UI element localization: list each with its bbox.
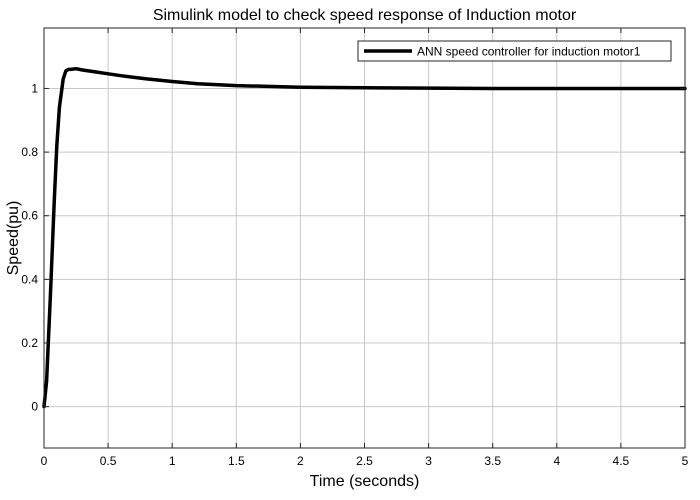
x-tick-label: 5	[682, 454, 689, 468]
y-tick-label: 0.6	[21, 209, 38, 223]
y-tick-label: 1	[31, 81, 38, 95]
x-tick-label: 4.5	[613, 454, 630, 468]
series-layer	[42, 66, 687, 409]
y-axis-label: Speed(pu)	[5, 201, 22, 276]
series-line	[42, 66, 687, 409]
legend-box	[357, 40, 672, 62]
tick-labels: 0 0.5 1 1.5 2 2.5 3 3.5 4 4.5 5 0 0.2 0.4 0.6 0.8 1	[21, 28, 689, 468]
x-tick-label: 3.5	[484, 454, 501, 468]
legend: ANN speed controller for induction motor…	[357, 40, 672, 62]
x-tick-label: 3	[425, 454, 432, 468]
legend-label: ANN speed controller for induction motor…	[417, 45, 641, 59]
x-tick-label: 0.5	[100, 454, 117, 468]
x-axis-label: Time (seconds)	[310, 473, 420, 490]
x-tick-label: 1	[169, 454, 176, 468]
x-tick-label: 0	[41, 454, 48, 468]
x-tick-label: 2	[297, 454, 304, 468]
chart-title: Simulink model to check speed response o…	[153, 7, 577, 24]
x-tick-label: 2.5	[356, 454, 373, 468]
x-tick-label: 4	[553, 454, 560, 468]
y-tick-label: 0	[31, 400, 38, 414]
y-tick-label: 0.4	[21, 272, 38, 286]
x-tick-label: 1.5	[228, 454, 245, 468]
y-tick-label: 0.8	[21, 145, 38, 159]
y-tick-label: 0.2	[21, 336, 38, 350]
